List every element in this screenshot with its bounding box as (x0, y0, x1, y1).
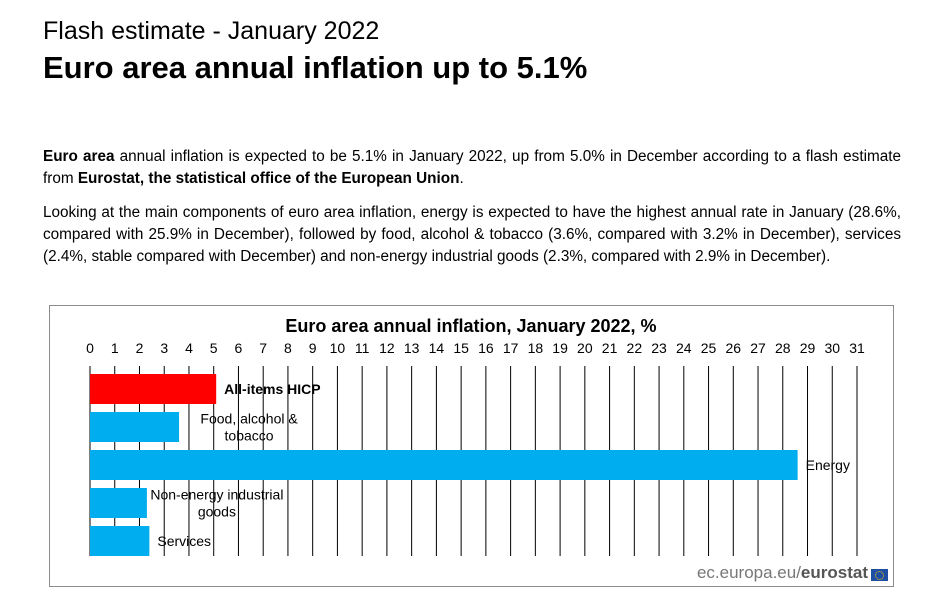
x-tick-label: 12 (379, 340, 395, 356)
x-tick-label: 23 (651, 340, 667, 356)
inflation-bar-chart: Euro area annual inflation, January 2022… (86, 316, 865, 556)
bar-label-line: Services (157, 533, 211, 549)
x-tick-label: 3 (160, 340, 168, 356)
bar-0 (90, 374, 217, 404)
x-tick-label: 18 (528, 340, 544, 356)
components-paragraph: Looking at the main components of euro a… (43, 204, 901, 265)
x-tick-label: 2 (136, 340, 144, 356)
x-tick-label: 26 (726, 340, 742, 356)
bar-label-line: All-items HICP (224, 381, 320, 397)
x-tick-label: 8 (284, 340, 292, 356)
x-tick-label: 0 (86, 340, 94, 356)
x-tick-label: 6 (235, 340, 243, 356)
x-tick-label: 21 (602, 340, 618, 356)
eu-flag-icon (871, 569, 888, 581)
bar-label-0: All-items HICP (224, 381, 320, 397)
x-tick-label: 31 (849, 340, 865, 356)
x-tick-label: 16 (478, 340, 494, 356)
x-tick-label: 1 (111, 340, 119, 356)
x-tick-label: 25 (701, 340, 717, 356)
page-headline: Euro area annual inflation up to 5.1% (43, 50, 588, 85)
x-tick-label: 17 (503, 340, 519, 356)
bar-label-3: Non-energy industrial goods (150, 487, 283, 520)
chart-frame: Euro area annual inflation, January 2022… (49, 305, 894, 587)
x-tick-label: 5 (210, 340, 218, 356)
x-tick-label: 29 (800, 340, 816, 356)
eurostat-brand: ec.europa.eu/eurostat (697, 563, 868, 583)
x-tick-label: 20 (577, 340, 593, 356)
x-tick-label: 24 (676, 340, 692, 356)
x-tick-label: 10 (330, 340, 346, 356)
brand-name: eurostat (800, 563, 868, 582)
intro-lead: Euro area (43, 148, 115, 165)
x-tick-label: 13 (404, 340, 420, 356)
bar-label-line: tobacco (225, 428, 274, 444)
bar-label-line: Energy (806, 457, 850, 473)
x-tick-label: 27 (750, 340, 766, 356)
bar-label-line: Non-energy industrial (150, 487, 283, 503)
intro-paragraph: Euro area annual inflation is expected t… (43, 146, 901, 190)
bar-3 (90, 488, 147, 518)
x-tick-label: 22 (627, 340, 643, 356)
bar-4 (90, 526, 150, 556)
bar-label-2: Energy (806, 457, 850, 473)
x-tick-label: 19 (552, 340, 568, 356)
x-tick-label: 15 (453, 340, 469, 356)
bar-label-4: Services (157, 533, 211, 549)
intro-source: Eurostat, the statistical office of the … (77, 170, 460, 187)
x-tick-label: 4 (185, 340, 193, 356)
x-tick-label: 28 (775, 340, 791, 356)
bar-label-line: goods (198, 504, 236, 520)
x-tick-label: 7 (259, 340, 267, 356)
bar-label-1: Food, alcohol & tobacco (200, 411, 298, 444)
x-tick-label: 9 (309, 340, 317, 356)
bar-label-line: Food, alcohol & (200, 411, 298, 427)
intro-text: annual inflation is expected to be 5.1% … (43, 148, 901, 187)
brand-domain: ec.europa.eu/ (696, 563, 801, 582)
page-kicker: Flash estimate - January 2022 (43, 17, 380, 45)
x-tick-label: 14 (429, 340, 445, 356)
chart-title: Euro area annual inflation, January 2022… (285, 316, 656, 336)
bar-2 (90, 450, 798, 480)
intro-end: . (459, 170, 464, 187)
x-tick-label: 30 (824, 340, 840, 356)
bar-1 (90, 412, 180, 442)
x-tick-label: 11 (355, 340, 370, 356)
